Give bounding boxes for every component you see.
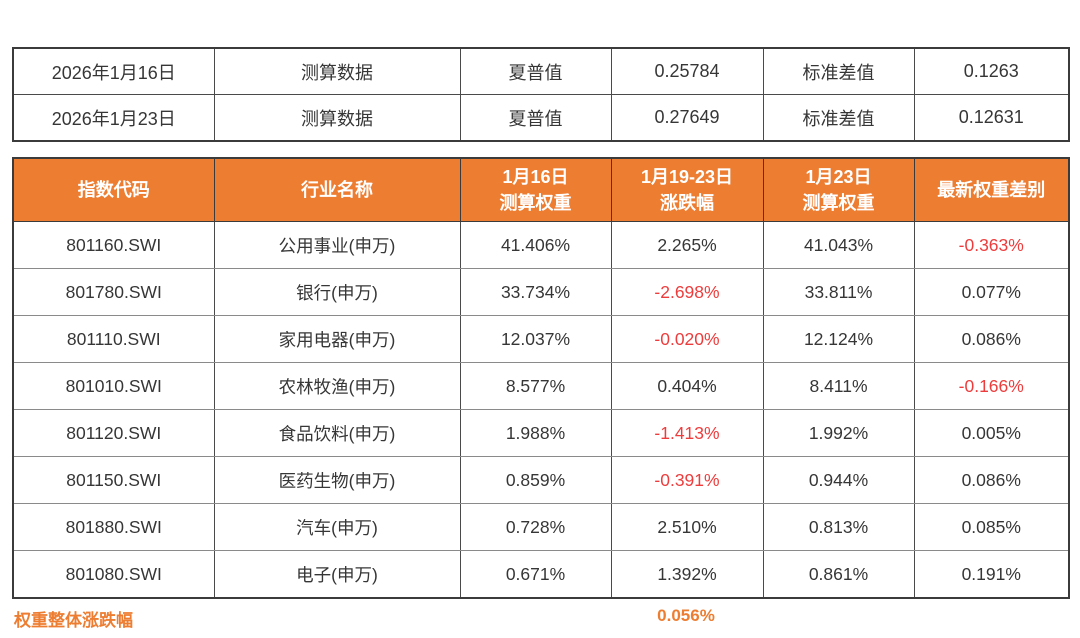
- industry-cell: 银行(申万): [213, 268, 461, 316]
- table-row: 801880.SWI 汽车(申万) 0.728% 2.510% 0.813% 0…: [12, 503, 1070, 551]
- header-weight-0116: 1月16日 测算权重: [459, 157, 612, 222]
- header-index-code: 指数代码: [12, 157, 215, 222]
- weight-0123-cell: 0.944%: [762, 456, 915, 504]
- weight-diff-cell: 0.086%: [913, 456, 1070, 504]
- change-cell: -2.698%: [610, 268, 764, 316]
- weight-0123-cell: 0.813%: [762, 503, 915, 551]
- sharpe-value-cell: 0.25784: [610, 47, 764, 95]
- weight-0116-cell: 12.037%: [459, 315, 612, 363]
- stddev-value-cell: 0.1263: [913, 47, 1070, 95]
- weight-0116-cell: 0.671%: [459, 550, 612, 599]
- weight-0123-cell: 8.411%: [762, 362, 915, 410]
- sharpe-label-cell: 夏普值: [459, 47, 612, 95]
- table-row: 801160.SWI 公用事业(申万) 41.406% 2.265% 41.04…: [12, 221, 1070, 269]
- industry-cell: 农林牧渔(申万): [213, 362, 461, 410]
- weight-diff-cell: -0.363%: [913, 221, 1070, 269]
- summary-date-cell: 2026年1月23日: [12, 94, 215, 142]
- index-code-cell: 801780.SWI: [12, 268, 215, 316]
- weight-0123-cell: 41.043%: [762, 221, 915, 269]
- weight-0116-cell: 0.859%: [459, 456, 612, 504]
- weight-diff-cell: 0.077%: [913, 268, 1070, 316]
- weight-0116-cell: 33.734%: [459, 268, 612, 316]
- index-code-cell: 801150.SWI: [12, 456, 215, 504]
- table-row: 801780.SWI 银行(申万) 33.734% -2.698% 33.811…: [12, 268, 1070, 316]
- table-row: 801150.SWI 医药生物(申万) 0.859% -0.391% 0.944…: [12, 456, 1070, 504]
- weights-header-row: 指数代码 行业名称 1月16日 测算权重 1月19-23日 涨跌幅 1月23日 测算权…: [12, 157, 1070, 222]
- weight-0123-cell: 1.992%: [762, 409, 915, 457]
- change-cell: 1.392%: [610, 550, 764, 599]
- table-row: 801120.SWI 食品饮料(申万) 1.988% -1.413% 1.992…: [12, 409, 1070, 457]
- index-code-cell: 801120.SWI: [12, 409, 215, 457]
- industry-cell: 电子(申万): [213, 550, 461, 599]
- summary-datatype-cell: 测算数据: [213, 94, 461, 142]
- weight-diff-cell: 0.005%: [913, 409, 1070, 457]
- industry-cell: 汽车(申万): [213, 503, 461, 551]
- overall-change-label: 权重整体涨跌幅: [14, 611, 133, 630]
- header-weight-diff: 最新权重差别: [913, 157, 1070, 222]
- stddev-value-cell: 0.12631: [913, 94, 1070, 142]
- weight-0123-cell: 0.861%: [762, 550, 915, 599]
- weight-0123-cell: 33.811%: [762, 268, 915, 316]
- weight-0123-cell: 12.124%: [762, 315, 915, 363]
- table-row: 801110.SWI 家用电器(申万) 12.037% -0.020% 12.1…: [12, 315, 1070, 363]
- summary-row: 2026年1月23日 测算数据 夏普值 0.27649 标准差值 0.12631: [12, 94, 1070, 142]
- industry-cell: 医药生物(申万): [213, 456, 461, 504]
- weight-diff-cell: 0.191%: [913, 550, 1070, 599]
- table-row: 801080.SWI 电子(申万) 0.671% 1.392% 0.861% 0…: [12, 550, 1070, 599]
- change-cell: -0.391%: [610, 456, 764, 504]
- weight-diff-cell: -0.166%: [913, 362, 1070, 410]
- table-row: 801010.SWI 农林牧渔(申万) 8.577% 0.404% 8.411%…: [12, 362, 1070, 410]
- industry-cell: 食品饮料(申万): [213, 409, 461, 457]
- summary-row: 2026年1月16日 测算数据 夏普值 0.25784 标准差值 0.1263: [12, 47, 1070, 95]
- index-code-cell: 801010.SWI: [12, 362, 215, 410]
- summary-table: 2026年1月16日 测算数据 夏普值 0.25784 标准差值 0.1263 …: [12, 47, 1070, 142]
- change-cell: -0.020%: [610, 315, 764, 363]
- stddev-label-cell: 标准差值: [762, 47, 915, 95]
- change-cell: 0.404%: [610, 362, 764, 410]
- header-change: 1月19-23日 涨跌幅: [610, 157, 764, 222]
- change-cell: -1.413%: [610, 409, 764, 457]
- summary-date-cell: 2026年1月16日: [12, 47, 215, 95]
- sharpe-label-cell: 夏普值: [459, 94, 612, 142]
- header-industry: 行业名称: [213, 157, 461, 222]
- weight-0116-cell: 41.406%: [459, 221, 612, 269]
- industry-cell: 家用电器(申万): [213, 315, 461, 363]
- weight-0116-cell: 8.577%: [459, 362, 612, 410]
- weight-diff-cell: 0.086%: [913, 315, 1070, 363]
- sharpe-value-cell: 0.27649: [610, 94, 764, 142]
- weight-0116-cell: 0.728%: [459, 503, 612, 551]
- weights-table: 指数代码 行业名称 1月16日 测算权重 1月19-23日 涨跌幅 1月23日 测算权…: [12, 157, 1070, 599]
- index-code-cell: 801160.SWI: [12, 221, 215, 269]
- overall-change-value: 0.056%: [657, 606, 715, 625]
- change-cell: 2.265%: [610, 221, 764, 269]
- index-code-cell: 801880.SWI: [12, 503, 215, 551]
- summary-datatype-cell: 测算数据: [213, 47, 461, 95]
- stddev-label-cell: 标准差值: [762, 94, 915, 142]
- weight-0116-cell: 1.988%: [459, 409, 612, 457]
- weight-diff-cell: 0.085%: [913, 503, 1070, 551]
- header-weight-0123: 1月23日 测算权重: [762, 157, 915, 222]
- index-code-cell: 801110.SWI: [12, 315, 215, 363]
- change-cell: 2.510%: [610, 503, 764, 551]
- industry-cell: 公用事业(申万): [213, 221, 461, 269]
- index-code-cell: 801080.SWI: [12, 550, 215, 599]
